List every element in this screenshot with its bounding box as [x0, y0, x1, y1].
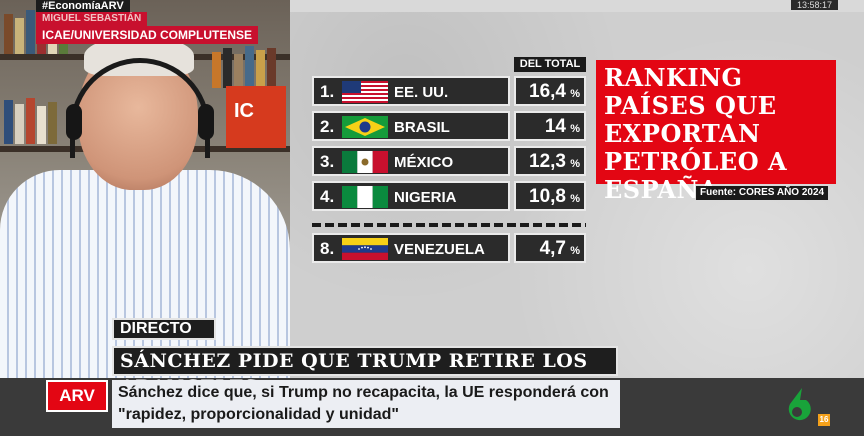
- venezuela-flag-icon: [342, 238, 388, 260]
- rank-number: 1.: [320, 82, 335, 101]
- age-rating-badge: 16: [818, 414, 830, 426]
- percent-sign: %: [570, 123, 580, 135]
- percentage-value: 16,4: [529, 81, 566, 102]
- percent-sign: %: [570, 158, 580, 170]
- headline: SÁNCHEZ PIDE QUE TRUMP RETIRE LOS ARANCE…: [112, 346, 618, 398]
- rank-number: 2.: [320, 117, 335, 136]
- rank-number: 8.: [320, 239, 335, 258]
- ranking-row: 4. NIGERIA 10,8 %: [312, 181, 586, 211]
- guest-affiliation-label: ICAE/UNIVERSIDAD COMPLUTENSE: [36, 26, 259, 44]
- country-cell: 2. BRASIL: [312, 111, 510, 141]
- books: [4, 98, 74, 144]
- laSexta-6-icon: [788, 388, 811, 421]
- country-cell: 4. NIGERIA: [312, 181, 510, 211]
- percent-sign: %: [570, 245, 580, 257]
- clock: 13:58:17: [790, 0, 838, 10]
- books: [212, 42, 282, 88]
- poster-text: IC: [234, 100, 254, 122]
- value-cell: 12,3 %: [514, 146, 586, 176]
- nigeria-flag-icon: [342, 186, 388, 208]
- live-label: DIRECTO: [112, 318, 216, 340]
- percentage-value: 12,3: [529, 151, 566, 172]
- country-name: VENEZUELA: [394, 241, 485, 258]
- brazil-flag-icon: [342, 116, 388, 138]
- percent-sign: %: [570, 88, 580, 100]
- percentage-value: 10,8: [529, 186, 566, 207]
- ranking-row: 8. VENEZUELA 4,7 %: [312, 233, 586, 263]
- country-cell: 8. VENEZUELA: [312, 233, 510, 263]
- dotted-divider: [312, 223, 586, 227]
- value-cell: 10,8 %: [514, 181, 586, 211]
- country-name: NIGERIA: [394, 189, 457, 206]
- country-cell: 3. MÉXICO: [312, 146, 510, 176]
- headset-earcup-icon: [66, 104, 82, 140]
- headset-earcup-icon: [198, 104, 214, 140]
- country-name: EE. UU.: [394, 84, 449, 101]
- column-header: DEL TOTAL: [514, 57, 586, 72]
- ranking-title: RANKING PAÍSES QUE EXPORTAN PETRÓLEO A E…: [604, 63, 788, 204]
- program-hashtag: #EconomíaARV: [36, 0, 130, 12]
- country-name: MÉXICO: [394, 154, 454, 171]
- percentage-value: 14: [544, 116, 566, 137]
- wall-poster: IC: [226, 86, 286, 148]
- guest-name-label: MIGUEL SEBASTIÁN: [36, 12, 148, 26]
- ranking-row: 2. BRASIL 14 %: [312, 111, 586, 141]
- value-cell: 16,4 %: [514, 76, 586, 106]
- source-label: Fuente: CORES AÑO 2024: [696, 186, 829, 200]
- ranking-row: 1. EE. UU. 16,4 %: [312, 76, 586, 106]
- guest-shirt: [0, 170, 290, 380]
- ranking-row: 3. MÉXICO 12,3 %: [312, 146, 586, 176]
- rank-number: 4.: [320, 187, 335, 206]
- country-name: BRASIL: [394, 119, 450, 136]
- ranking-graphic: DEL TOTAL 1. EE. UU. 16,4 % 2.: [290, 12, 864, 380]
- headline-subline: Sánchez dice que, si Trump no recapacita…: [112, 380, 620, 428]
- program-logo: ARV: [46, 380, 108, 412]
- ranking-title-box: RANKING PAÍSES QUE EXPORTAN PETRÓLEO A E…: [596, 60, 836, 204]
- percent-sign: %: [570, 193, 580, 205]
- rank-number: 3.: [320, 152, 335, 171]
- country-cell: 1. EE. UU.: [312, 76, 510, 106]
- value-cell: 14 %: [514, 111, 586, 141]
- mexico-flag-icon: [342, 151, 388, 173]
- value-cell: 4,7 %: [514, 233, 586, 263]
- usa-flag-icon: [342, 81, 388, 103]
- percentage-value: 4,7: [539, 238, 566, 259]
